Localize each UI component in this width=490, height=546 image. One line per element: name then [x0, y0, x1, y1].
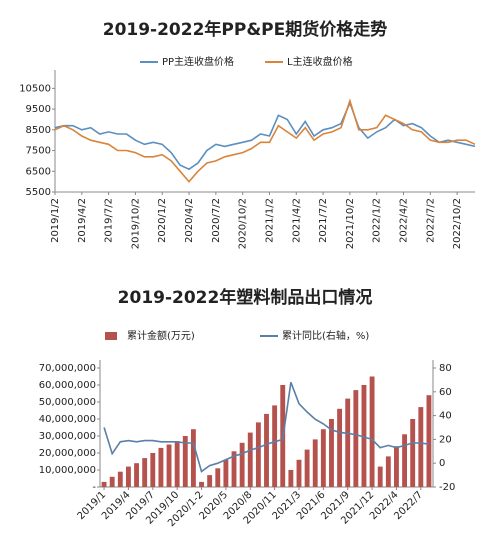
- x-tick-label: 2021/10/2: [345, 198, 356, 249]
- bar: [264, 413, 269, 487]
- bar: [385, 456, 391, 487]
- y2-tick-label: -20: [439, 482, 455, 493]
- bar: [329, 419, 334, 487]
- line: [103, 382, 430, 473]
- bar: [255, 422, 261, 487]
- legend-label: 累计金额(万元): [127, 329, 195, 342]
- y-tick-label: 8500: [26, 125, 51, 136]
- chart-title: 2019-2022年PP&PE期货价格走势: [103, 19, 388, 40]
- legend-label: PP主连收盘价格: [162, 55, 234, 68]
- y-tick-label: -: [92, 482, 96, 493]
- bar: [166, 444, 172, 487]
- x-tick-label: 2020/10/2: [238, 198, 249, 249]
- bar: [418, 407, 424, 487]
- y-tick-label: 20,000,000: [39, 448, 96, 459]
- bar: [426, 395, 432, 487]
- y-tick-label: 6500: [26, 166, 51, 177]
- bar: [361, 385, 367, 487]
- y2-tick-label: 0: [439, 458, 445, 469]
- bar: [215, 468, 221, 487]
- bar: [223, 459, 229, 487]
- bar: [109, 476, 115, 487]
- bar: [117, 471, 123, 487]
- bar: [402, 434, 408, 487]
- y-tick-label: 5500: [26, 187, 51, 198]
- line: [54, 98, 476, 183]
- y-tick-label: 10500: [19, 83, 51, 94]
- bar: [158, 447, 164, 487]
- bar: [134, 463, 139, 487]
- bar: [101, 481, 107, 487]
- bar: [247, 432, 253, 487]
- bar: [190, 429, 196, 487]
- x-tick-label: 2020/7/2: [211, 198, 222, 243]
- bar: [272, 405, 278, 487]
- bar: [304, 449, 310, 487]
- x-tick-label: 2019/4/2: [77, 198, 88, 243]
- x-tick-label: 2019/7/2: [104, 198, 115, 243]
- y2-tick-label: 40: [439, 411, 452, 422]
- y-tick-label: 7500: [26, 146, 51, 157]
- bar: [410, 419, 416, 487]
- y-tick-label: 70,000,000: [39, 363, 96, 374]
- x-tick-label: 2021/1/2: [264, 198, 275, 243]
- y-tick-label: 50,000,000: [39, 397, 96, 408]
- bar: [142, 458, 148, 487]
- x-tick-label: 2022/10/2: [452, 198, 463, 249]
- y-tick-label: 10,000,000: [39, 465, 96, 476]
- bar: [182, 436, 188, 487]
- x-tick-label: 2019/1/2: [50, 198, 61, 243]
- y-tick-label: 30,000,000: [39, 431, 96, 442]
- bar: [377, 466, 383, 487]
- y2-tick-label: 20: [439, 434, 452, 445]
- chart-title: 2019-2022年塑料制品出口情况: [118, 287, 373, 308]
- x-tick-label: 2022/7/2: [425, 198, 436, 243]
- bar: [369, 376, 375, 487]
- line: [54, 100, 476, 171]
- y2-tick-label: 60: [439, 387, 452, 398]
- bar: [296, 459, 302, 487]
- x-tick-label: 2020/1/2: [157, 198, 168, 243]
- x-tick-label: 2022/1/2: [372, 198, 383, 243]
- bar: [239, 442, 245, 487]
- bar: [150, 453, 156, 487]
- x-tick-label: 2022/4/2: [399, 198, 410, 243]
- bar: [174, 441, 180, 487]
- x-tick-label: 2021/4/2: [291, 198, 302, 243]
- bar: [353, 390, 359, 487]
- bar: [394, 446, 399, 487]
- y2-tick-label: 80: [439, 363, 452, 374]
- y-tick-label: 40,000,000: [39, 414, 96, 425]
- legend-label: L主连收盘价格: [287, 55, 353, 68]
- legend-label: 累计同比(右轴，%): [282, 329, 369, 342]
- bar: [312, 439, 318, 487]
- bar: [345, 398, 351, 487]
- x-tick-label: 2019/10/2: [130, 198, 141, 249]
- bar: [320, 429, 326, 487]
- bar: [337, 408, 343, 487]
- bar: [207, 475, 213, 487]
- x-tick-label: 2021/7/2: [318, 198, 329, 243]
- bar: [199, 481, 204, 487]
- y-tick-label: 60,000,000: [39, 380, 96, 391]
- bar: [125, 466, 131, 487]
- bar: [288, 470, 294, 487]
- legend-swatch: [105, 332, 117, 340]
- x-tick-label: 2020/4/2: [184, 198, 195, 243]
- y-tick-label: 9500: [26, 104, 51, 115]
- bar: [231, 451, 237, 487]
